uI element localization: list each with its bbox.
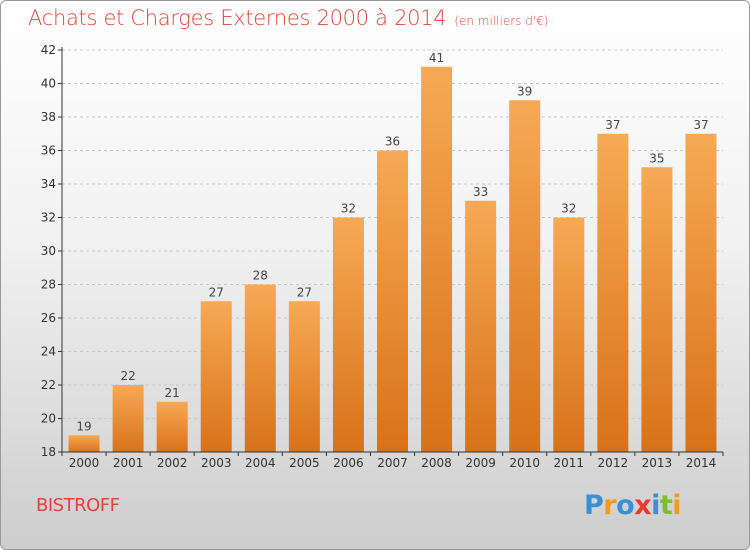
x-tick-label: 2013: [642, 456, 673, 470]
y-tick-label: 32: [41, 211, 56, 225]
bar: [288, 301, 320, 452]
bar: [553, 217, 585, 452]
chart-subtitle: (en milliers d'€): [454, 14, 549, 28]
x-tick-label: 2012: [598, 456, 629, 470]
labels: 18 20 22 24 26 28 30 32 34 36 38 40 42 19 2000 22 2001 21…: [41, 43, 717, 470]
x-tick-label: 2003: [201, 456, 232, 470]
y-tick-label: 34: [41, 177, 56, 191]
y-tick-label: 28: [41, 278, 56, 292]
y-tick-label: 30: [41, 244, 56, 258]
bar: [377, 150, 408, 452]
data-label: 35: [649, 151, 664, 165]
x-tick-label: 2006: [333, 456, 364, 470]
y-tick-label: 38: [41, 110, 56, 124]
bars: [68, 66, 717, 452]
data-label: 37: [693, 118, 708, 132]
data-label: 36: [385, 135, 400, 149]
x-tick-label: 2014: [686, 456, 717, 470]
x-tick-label: 2002: [157, 456, 188, 470]
y-tick-label: 20: [41, 412, 56, 426]
data-label: 19: [76, 419, 91, 433]
proxiti-logo: Proxiti: [584, 490, 682, 521]
x-tick-label: 2007: [377, 456, 408, 470]
data-label: 28: [253, 269, 268, 283]
bar: [421, 66, 453, 452]
logo-letter: t: [659, 490, 673, 521]
bar: [244, 284, 276, 452]
bar: [112, 385, 144, 452]
data-label: 39: [517, 84, 532, 98]
data-label: 21: [165, 386, 180, 400]
logo-letter: x: [634, 490, 652, 521]
bar: [465, 200, 497, 452]
bar: [200, 301, 232, 452]
x-tick-label: 2010: [509, 456, 540, 470]
chart-title: Achats et Charges Externes 2000 à 2014 (e…: [28, 6, 548, 30]
logo-letter: i: [672, 490, 682, 521]
y-tick-label: 36: [41, 144, 56, 158]
title-text: Achats et Charges Externes 2000 à 2014: [28, 6, 447, 30]
bar: [641, 167, 673, 452]
y-tick-label: 22: [41, 378, 56, 392]
axes: [58, 47, 724, 456]
x-tick-label: 2004: [245, 456, 276, 470]
y-tick-label: 26: [41, 311, 56, 325]
bar: [68, 435, 100, 452]
data-label: 27: [209, 285, 224, 299]
logo-letter: r: [603, 490, 617, 521]
x-tick-label: 2000: [69, 456, 100, 470]
data-label: 32: [561, 202, 576, 216]
y-tick-label: 18: [41, 445, 56, 459]
data-label: 27: [297, 285, 312, 299]
logo-letter: i: [651, 490, 660, 521]
y-tick-label: 24: [41, 345, 56, 359]
data-label: 33: [473, 185, 488, 199]
x-tick-label: 2011: [553, 456, 584, 470]
city-name: BISTROFF: [36, 495, 120, 516]
bar: [597, 133, 629, 452]
x-tick-label: 2009: [465, 456, 496, 470]
bar: [332, 217, 364, 452]
bar: [156, 401, 188, 452]
bar: [685, 133, 717, 452]
x-tick-label: 2005: [289, 456, 320, 470]
x-tick-label: 2008: [421, 456, 452, 470]
data-label: 32: [341, 202, 356, 216]
y-tick-label: 40: [41, 77, 56, 91]
logo-letter: P: [584, 490, 604, 521]
data-label: 22: [120, 369, 135, 383]
data-label: 41: [429, 51, 444, 65]
bar: [509, 100, 541, 452]
logo-letter: o: [616, 490, 635, 521]
data-label: 37: [605, 118, 620, 132]
x-tick-label: 2001: [113, 456, 144, 470]
y-tick-label: 42: [41, 43, 56, 57]
